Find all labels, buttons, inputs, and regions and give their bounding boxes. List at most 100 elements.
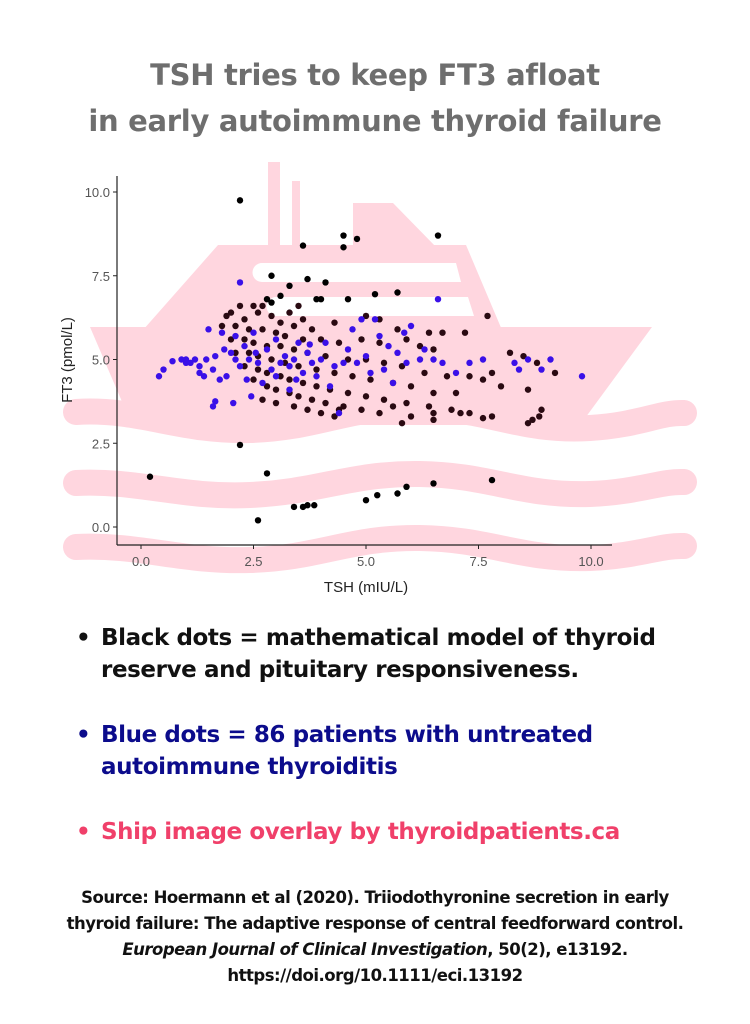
- patient-dot: [466, 359, 473, 367]
- model-dot: [344, 389, 352, 397]
- source-doi-link[interactable]: https://doi.org/10.1111/eci.13192: [227, 966, 523, 985]
- model-dot: [551, 369, 559, 377]
- model-dot: [497, 383, 505, 390]
- patient-dot: [216, 376, 223, 383]
- model-dot: [236, 441, 244, 449]
- patient-dot: [196, 369, 203, 377]
- model-dot: [466, 373, 473, 380]
- chart-title: TSH tries to keep FT3 afloat in early au…: [0, 52, 750, 144]
- patient-dot: [578, 373, 586, 380]
- model-dot: [317, 336, 325, 343]
- model-dot: [268, 312, 275, 320]
- model-dot: [259, 326, 266, 333]
- patient-dot: [344, 346, 352, 353]
- model-dot: [452, 389, 460, 397]
- model-dot: [227, 309, 235, 316]
- model-dot: [218, 322, 226, 330]
- x-axis-ticks: 0.0 2.5 5.0 7.5 10.0: [132, 545, 604, 569]
- model-dot: [367, 376, 374, 383]
- patient-dot: [196, 363, 203, 370]
- model-dot: [259, 396, 266, 403]
- model-dot: [376, 409, 383, 417]
- patient-dot: [209, 366, 217, 373]
- patient-dot: [212, 398, 219, 405]
- model-dot: [245, 349, 253, 356]
- y-axis-label: FT3 (pmol/L): [59, 317, 76, 403]
- model-dot: [340, 403, 347, 410]
- model-dot: [299, 379, 307, 387]
- model-dot: [403, 399, 410, 407]
- model-dot: [250, 376, 257, 383]
- model-dot: [277, 319, 284, 326]
- patient-dot: [241, 342, 248, 350]
- patient-dot: [221, 346, 228, 353]
- model-dot: [331, 369, 338, 377]
- model-dot: [362, 497, 370, 504]
- patient-dot: [218, 329, 226, 336]
- patient-dot: [155, 373, 163, 380]
- model-dot: [479, 414, 487, 422]
- patient-dot: [538, 366, 545, 373]
- model-dot: [241, 336, 248, 343]
- patient-dot: [308, 359, 316, 367]
- patient-dot: [306, 341, 313, 348]
- journal-name: European Journal of Clinical Investigati…: [122, 940, 488, 959]
- model-dot: [340, 232, 347, 239]
- patient-dot: [331, 363, 338, 370]
- model-dot: [533, 359, 541, 367]
- model-dot: [331, 413, 338, 420]
- patient-dot: [362, 352, 370, 360]
- model-dot: [245, 326, 253, 333]
- model-dot: [286, 282, 293, 289]
- model-dot: [421, 369, 428, 377]
- patient-dot: [236, 363, 244, 370]
- patient-dot: [322, 339, 329, 346]
- model-dot: [299, 316, 307, 323]
- patient-dot: [407, 322, 415, 330]
- model-dot: [232, 322, 239, 330]
- wave: [63, 460, 697, 509]
- patient-dot: [178, 356, 185, 363]
- patient-dot: [389, 379, 397, 387]
- patient-points: [155, 279, 586, 417]
- patient-dot: [254, 359, 262, 367]
- model-dot: [232, 349, 239, 356]
- patient-dot: [403, 359, 410, 367]
- model-dot: [376, 316, 383, 323]
- patient-dot: [317, 356, 325, 363]
- model-dot: [457, 409, 464, 417]
- legend-item-ship-credit: Ship image overlay by thyroidpatients.ca: [74, 816, 734, 848]
- patient-dot: [290, 356, 298, 363]
- model-dot: [317, 296, 325, 303]
- patient-dot: [232, 332, 239, 340]
- model-dot: [304, 502, 311, 509]
- model-dot: [524, 386, 532, 393]
- patient-dot: [511, 359, 518, 367]
- scatter-chart: 0.0 2.5 5.0 7.5 10.0 0.0 2.5 5.0 7.5 10.0 TSH (m…: [59, 162, 697, 596]
- model-dot: [250, 302, 257, 310]
- patient-dot: [268, 366, 275, 373]
- y-tick-label: 5.0: [92, 353, 110, 368]
- model-dot: [322, 399, 329, 407]
- patient-dot: [367, 369, 374, 377]
- model-dot: [286, 309, 293, 316]
- patient-dot: [277, 359, 284, 367]
- model-dot: [304, 275, 311, 283]
- model-dot: [259, 302, 266, 310]
- model-dot: [538, 406, 545, 413]
- model-dot: [263, 470, 271, 477]
- model-dot: [344, 356, 352, 363]
- model-dot: [484, 312, 491, 320]
- patient-dot: [203, 356, 210, 363]
- patient-dot: [452, 369, 460, 377]
- model-dot: [241, 316, 248, 323]
- model-dot: [254, 517, 262, 524]
- chart-title-line2: in early autoimmune thyroid failure: [88, 104, 662, 138]
- source-line2: thyroid failure: The adaptive response o…: [66, 914, 684, 933]
- model-dot: [268, 299, 275, 306]
- model-dot: [407, 383, 415, 390]
- model-dot: [290, 346, 298, 353]
- patient-dot: [293, 376, 300, 383]
- model-dot: [223, 312, 230, 320]
- y-tick-label: 7.5: [92, 269, 110, 284]
